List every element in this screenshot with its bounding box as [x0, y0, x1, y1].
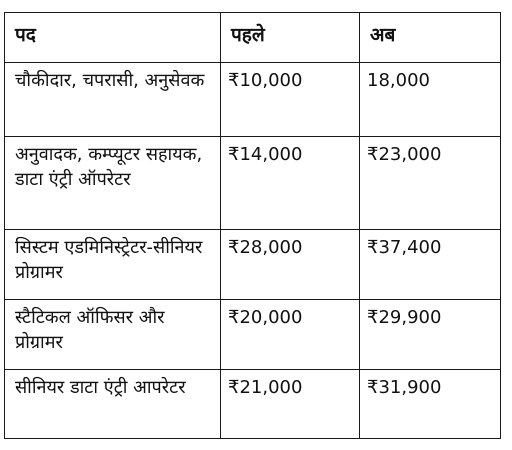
- salary-before-cell: ₹28,000: [220, 229, 360, 300]
- post-cell: अनुवादक, कम्प्यूटर सहायक, डाटा एंट्री ऑप…: [4, 136, 221, 230]
- salary-before-cell: ₹21,000: [220, 369, 360, 439]
- table-row: अनुवादक, कम्प्यूटर सहायक, डाटा एंट्री ऑप…: [4, 136, 501, 230]
- salary-now-cell: ₹23,000: [359, 136, 501, 230]
- salary-now-cell: ₹29,900: [359, 299, 501, 370]
- salary-now-cell: ₹37,400: [359, 229, 501, 300]
- table-row: स्टैटिकल ऑफिसर और प्रोग्रामर ₹20,000 ₹29…: [4, 299, 501, 370]
- table-row: सिस्टम एडमिनिस्ट्रेटर-सीनियर प्रोग्रामर …: [4, 229, 501, 300]
- table-row: चौकीदार, चपरासी, अनुसेवक ₹10,000 18,000: [4, 62, 501, 137]
- post-cell: सिस्टम एडमिनिस्ट्रेटर-सीनियर प्रोग्रामर: [4, 229, 221, 300]
- header-post: पद: [4, 12, 221, 63]
- table-row: सीनियर डाटा एंट्री आपरेटर ₹21,000 ₹31,90…: [4, 369, 501, 439]
- post-cell: सीनियर डाटा एंट्री आपरेटर: [4, 369, 221, 439]
- salary-comparison-table: पद पहले अब चौकीदार, चपरासी, अनुसेवक ₹10,…: [4, 12, 501, 439]
- table-header-row: पद पहले अब: [4, 12, 501, 63]
- salary-now-cell: 18,000: [359, 62, 501, 137]
- header-before: पहले: [220, 12, 360, 63]
- salary-before-cell: ₹14,000: [220, 136, 360, 230]
- salary-now-cell: ₹31,900: [359, 369, 501, 439]
- salary-before-cell: ₹10,000: [220, 62, 360, 137]
- post-cell: स्टैटिकल ऑफिसर और प्रोग्रामर: [4, 299, 221, 370]
- header-now: अब: [359, 12, 501, 63]
- post-cell: चौकीदार, चपरासी, अनुसेवक: [4, 62, 221, 137]
- salary-before-cell: ₹20,000: [220, 299, 360, 370]
